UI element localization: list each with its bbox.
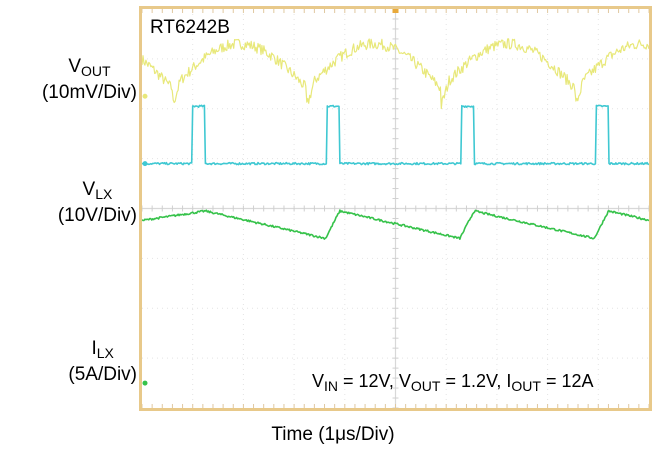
iout-sub: OUT xyxy=(511,378,541,394)
vin-value: = 12V, xyxy=(338,371,399,391)
vout-channel-label: VOUT (10mV/Div) xyxy=(42,54,137,105)
test-conditions: VIN = 12V, VOUT = 1.2V, IOUT = 12A xyxy=(312,371,594,394)
ilx-label-main: I xyxy=(91,338,97,359)
channel-marker-vout xyxy=(142,93,148,99)
trace-ilx xyxy=(142,209,649,240)
vin-sub: IN xyxy=(324,378,339,394)
iout-value: = 12A xyxy=(540,371,594,391)
vlx-label-sub: LX xyxy=(95,186,113,202)
channel-marker-vlx xyxy=(142,161,148,167)
trigger-marker xyxy=(392,9,399,13)
plot-area xyxy=(142,9,649,408)
vout-value: = 1.2V, xyxy=(440,371,507,391)
vlx-label-main: V xyxy=(82,179,96,200)
vlx-channel-label: VLX (10V/Div) xyxy=(58,177,137,228)
x-axis-label: Time (1μs/Div) xyxy=(271,424,395,445)
vin-main: V xyxy=(312,371,325,391)
chart-title: RT6242B xyxy=(150,17,230,38)
vout-scale: (10mV/Div) xyxy=(41,82,137,103)
iout-main: I xyxy=(506,371,512,391)
oscilloscope-screen xyxy=(139,6,652,411)
ilx-channel-label: ILX (5A/Div) xyxy=(68,336,137,387)
ilx-label-sub: LX xyxy=(96,345,114,361)
vlx-scale: (10V/Div) xyxy=(57,205,137,226)
vout-label-sub: OUT xyxy=(81,63,111,79)
trace-vlx xyxy=(142,104,649,166)
channel-marker-ilx xyxy=(142,380,148,386)
vout-label-main: V xyxy=(68,56,82,77)
ilx-scale: (5A/Div) xyxy=(68,364,137,385)
vout-sub: OUT xyxy=(410,378,441,394)
vout-main: V xyxy=(398,371,411,391)
trace-vout xyxy=(142,38,649,110)
